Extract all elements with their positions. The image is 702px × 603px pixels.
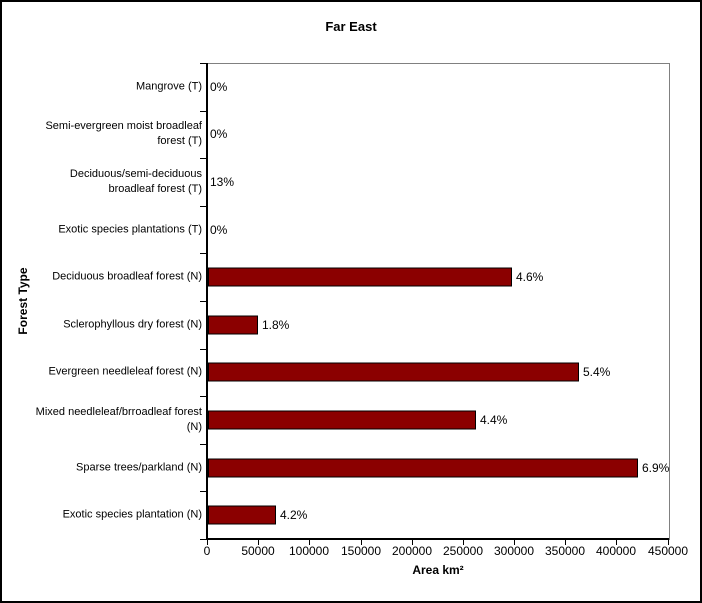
- y-axis-tick: [200, 63, 206, 64]
- bar-value-label: 4.2%: [280, 508, 308, 522]
- y-axis-tick: [200, 301, 206, 302]
- y-axis-tick: [200, 444, 206, 445]
- bar: [208, 458, 638, 478]
- category-label: Semi-evergreen moist broadleaf forest (T…: [45, 120, 202, 147]
- category-label: Evergreen needleleaf forest (N): [48, 365, 202, 378]
- y-axis-tick: [200, 491, 206, 492]
- bar: [208, 362, 579, 382]
- x-axis-tick: [616, 540, 617, 545]
- chart-title: Far East: [325, 19, 377, 34]
- x-tick-label: 400000: [595, 544, 637, 558]
- y-axis-line: [206, 63, 208, 540]
- plot-area-border: [206, 63, 670, 540]
- bar-value-label: 0%: [210, 80, 228, 94]
- x-tick-label: 250000: [442, 544, 484, 558]
- x-axis-tick: [258, 540, 259, 545]
- x-tick-label: 350000: [544, 544, 586, 558]
- x-tick-label: 0: [203, 544, 211, 558]
- y-axis-tick: [200, 349, 206, 350]
- bar-value-label: 13%: [210, 175, 235, 189]
- x-axis-tick: [361, 540, 362, 545]
- y-axis-tick: [200, 253, 206, 254]
- y-axis-tick: [200, 206, 206, 207]
- category-label: Sclerophyllous dry forest (N): [63, 318, 202, 331]
- bar-value-label: 0%: [210, 223, 228, 237]
- bar-value-label: 6.9%: [642, 461, 670, 475]
- x-tick-label: 150000: [340, 544, 382, 558]
- x-axis-tick: [412, 540, 413, 545]
- x-tick-label: 50000: [241, 544, 275, 558]
- bar: [208, 267, 512, 287]
- category-label: Sparse trees/parkland (N): [76, 461, 202, 474]
- y-axis-tick: [200, 396, 206, 397]
- y-axis-title: Forest Type: [16, 267, 30, 335]
- y-axis-tick: [200, 158, 206, 159]
- bar-value-label: 0%: [210, 127, 228, 141]
- x-axis-tick: [668, 540, 669, 545]
- bar-value-label: 4.4%: [480, 413, 508, 427]
- bar-value-label: 5.4%: [583, 365, 611, 379]
- bar: [208, 410, 476, 430]
- x-tick-label: 100000: [288, 544, 330, 558]
- category-label: Mixed needleleaf/brroadleaf forest (N): [35, 406, 202, 433]
- category-label: Exotic species plantation (N): [62, 508, 202, 521]
- category-label: Mangrove (T): [135, 80, 202, 93]
- x-axis-title: Area km²: [412, 563, 464, 577]
- y-axis-tick: [200, 539, 206, 540]
- bar: [208, 315, 258, 335]
- x-axis-line: [206, 538, 669, 540]
- x-axis-tick: [463, 540, 464, 545]
- x-tick-label: 200000: [391, 544, 433, 558]
- x-axis-tick: [207, 540, 208, 545]
- category-label: Deciduous/semi-deciduous broadleaf fores…: [69, 168, 202, 195]
- category-label: Deciduous broadleaf forest (N): [52, 270, 202, 283]
- x-axis-tick: [565, 540, 566, 545]
- category-label: Exotic species plantations (T): [58, 223, 202, 236]
- x-tick-label: 300000: [493, 544, 535, 558]
- x-axis-tick: [309, 540, 310, 545]
- bar: [208, 505, 276, 525]
- x-tick-label: 450000: [647, 544, 689, 558]
- bar-value-label: 4.6%: [516, 270, 544, 284]
- y-axis-tick: [200, 111, 206, 112]
- x-axis-tick: [514, 540, 515, 545]
- bar-value-label: 1.8%: [262, 318, 290, 332]
